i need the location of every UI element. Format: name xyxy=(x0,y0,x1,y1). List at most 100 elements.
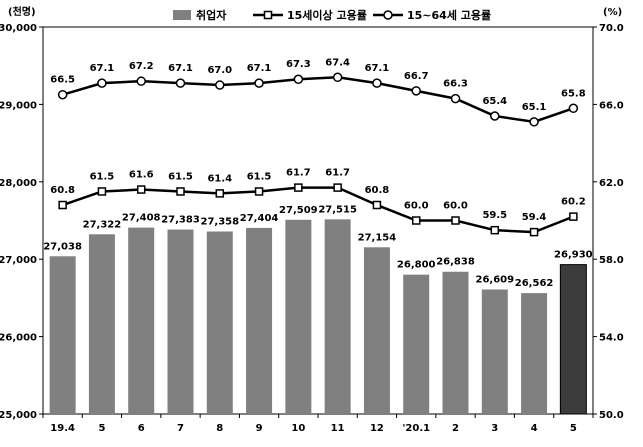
bar-value-label: 27,322 xyxy=(83,219,122,230)
right-axis-tick-label: 66.0 xyxy=(599,100,624,111)
line-value-label: 65.4 xyxy=(482,96,507,107)
bar-value-label: 26,609 xyxy=(475,274,514,285)
line-value-label: 65.8 xyxy=(561,88,586,99)
marker-square xyxy=(490,225,500,235)
marker-circle xyxy=(57,89,68,100)
line-value-label: 61.5 xyxy=(168,171,193,182)
bar-employed xyxy=(167,229,194,414)
line-value-label: 60.2 xyxy=(561,197,586,208)
x-axis-tick-label: '20.1 xyxy=(402,423,430,434)
left-axis-unit: (천명) xyxy=(8,5,36,18)
bar-employed xyxy=(324,219,351,414)
left-axis-tick-label: 29,000 xyxy=(0,100,37,111)
line-value-label: 59.4 xyxy=(522,212,547,223)
bar-value-label: 27,038 xyxy=(43,241,82,252)
x-axis-tick-label: 12 xyxy=(370,423,384,434)
marker-circle xyxy=(568,103,579,114)
x-axis-tick-label: 7 xyxy=(177,423,184,434)
bar-value-label: 26,838 xyxy=(436,257,475,268)
line-value-label: 61.5 xyxy=(247,171,272,182)
left-axis-tick-label: 30,000 xyxy=(0,23,37,34)
line-value-label: 60.8 xyxy=(50,185,75,196)
left-axis-tick-label: 27,000 xyxy=(0,255,37,266)
left-axis-tick-label: 25,000 xyxy=(0,410,37,421)
marker-circle xyxy=(254,78,264,88)
marker-square xyxy=(451,216,460,225)
marker-square xyxy=(569,212,578,221)
line-value-label: 67.1 xyxy=(247,63,272,74)
x-axis-tick-label: 5 xyxy=(98,423,105,434)
right-axis-tick-label: 62.0 xyxy=(599,178,624,189)
legend-label-15-64: 15~64세 고용률 xyxy=(407,8,491,22)
marker-square xyxy=(372,200,382,210)
marker-square xyxy=(411,216,421,225)
marker-circle xyxy=(529,117,539,127)
legend-label-15plus: 15세이상 고용률 xyxy=(287,8,367,22)
marker-square xyxy=(176,187,185,196)
x-axis-tick-label: 19.4 xyxy=(50,423,75,434)
x-axis-tick-label: 8 xyxy=(216,423,223,434)
bar-value-label: 27,515 xyxy=(318,204,357,215)
bar-value-label: 27,509 xyxy=(279,205,318,216)
marker-circle xyxy=(332,72,343,83)
bar-value-label: 26,800 xyxy=(397,260,436,271)
bar-value-label: 26,562 xyxy=(515,278,554,289)
bar-employed xyxy=(363,247,390,414)
bar-employed xyxy=(403,274,430,414)
line-value-label: 67.1 xyxy=(365,63,390,74)
marker-square xyxy=(333,183,342,192)
marker-circle xyxy=(175,78,186,88)
left-axis-tick-label: 28,000 xyxy=(0,178,37,189)
right-axis-unit: (%) xyxy=(603,7,622,18)
line-value-label: 61.6 xyxy=(129,170,154,181)
line-value-label: 66.5 xyxy=(50,75,75,86)
marker-circle xyxy=(490,111,500,121)
marker-circle xyxy=(450,93,461,104)
legend-marker-circle xyxy=(383,10,393,20)
marker-circle xyxy=(372,78,382,88)
x-axis-tick-label: 6 xyxy=(138,423,145,434)
x-axis-tick-label: 10 xyxy=(291,423,305,434)
line-rate-15plus xyxy=(62,186,574,234)
line-value-label: 66.3 xyxy=(443,79,468,90)
line-value-label: 65.1 xyxy=(522,102,547,113)
line-value-label: 67.4 xyxy=(325,57,350,68)
right-axis-tick-label: 50.0 xyxy=(599,410,624,421)
x-axis-tick-label: 11 xyxy=(331,423,345,434)
x-axis-tick-label: 5 xyxy=(570,423,577,434)
marker-square xyxy=(529,227,539,237)
right-axis-tick-label: 70.0 xyxy=(599,23,624,34)
x-axis-tick-label: 2 xyxy=(452,423,459,434)
line-series xyxy=(57,72,579,237)
line-value-label: 61.5 xyxy=(90,171,115,182)
x-axis-tick-label: 4 xyxy=(531,423,538,434)
bar-series xyxy=(49,219,587,415)
marker-circle xyxy=(215,80,225,90)
legend-label-employed: 취업자 xyxy=(196,8,227,22)
line-rate-15-64 xyxy=(62,76,574,124)
line-value-label: 61.7 xyxy=(286,168,311,179)
line-value-label: 60.8 xyxy=(365,185,390,196)
legend-marker-square xyxy=(263,10,273,20)
marker-circle xyxy=(97,78,107,88)
bar-value-label: 27,358 xyxy=(200,216,239,227)
line-value-label: 67.3 xyxy=(286,59,311,70)
bar-value-label: 26,930 xyxy=(554,250,593,261)
bar-employed xyxy=(206,231,233,414)
line-value-label: 67.1 xyxy=(168,63,193,74)
bar-employed xyxy=(49,256,76,414)
marker-square xyxy=(215,189,225,198)
bar-employed xyxy=(481,289,508,414)
left-axis-tick-label: 26,000 xyxy=(0,333,37,344)
bar-employed xyxy=(442,271,469,414)
line-value-label: 61.7 xyxy=(325,168,350,179)
legend-swatch-employed xyxy=(173,10,191,20)
right-axis-tick-label: 54.0 xyxy=(599,333,624,344)
line-value-label: 59.5 xyxy=(482,210,507,221)
line-value-label: 67.2 xyxy=(129,61,154,72)
marker-circle xyxy=(136,76,146,86)
marker-square xyxy=(97,187,107,196)
